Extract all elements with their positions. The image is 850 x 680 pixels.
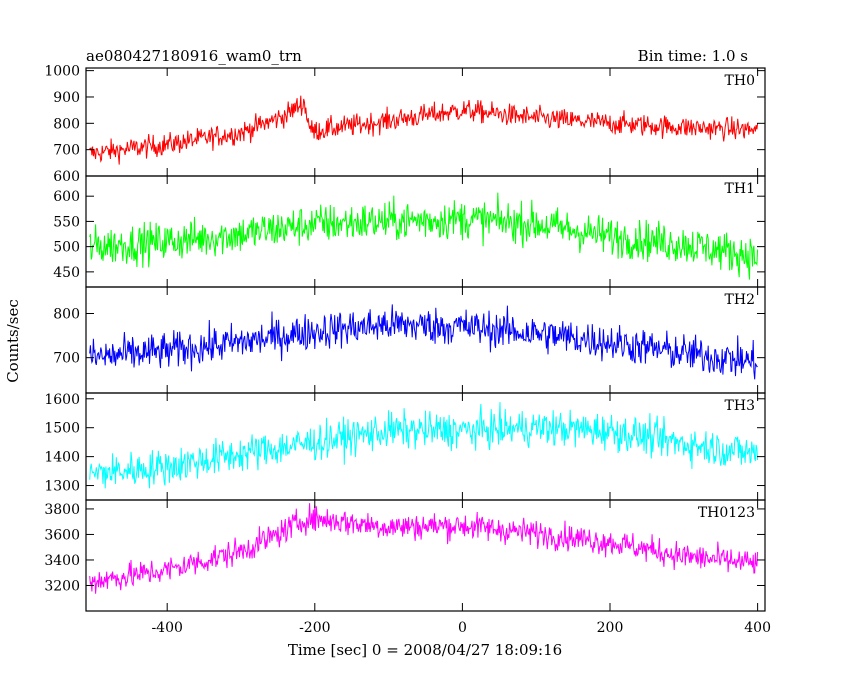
x-tick-label: 0 xyxy=(458,620,467,636)
y-tick-label: 700 xyxy=(53,351,80,367)
y-tick-label: 3200 xyxy=(44,578,80,594)
x-tick-label: 200 xyxy=(597,620,624,636)
y-tick-label: 800 xyxy=(53,116,80,132)
y-tick-label: 600 xyxy=(53,169,80,185)
x-axis: -400 -200 0 200 400 xyxy=(151,620,771,636)
y-tick-label: 550 xyxy=(53,214,80,230)
panel-frame xyxy=(85,499,766,612)
y-tick-label: 3600 xyxy=(44,527,80,543)
y-tick-label: 600 xyxy=(53,189,80,205)
chart-title: ae080427180916_wam0_trn xyxy=(86,47,302,65)
panel-label-th2: TH2 xyxy=(725,292,755,308)
y-tick-label: 500 xyxy=(53,240,80,256)
panel-label-th0: TH0 xyxy=(725,73,755,89)
y-tick-label: 1000 xyxy=(44,64,80,80)
x-axis-label: Time [sec] 0 = 2008/04/27 18:09:16 xyxy=(288,641,562,659)
x-tick-label: 400 xyxy=(744,620,771,636)
y-tick-label: 1400 xyxy=(44,450,80,466)
y-tick-label: 700 xyxy=(53,143,80,159)
series-th3 xyxy=(89,402,759,489)
x-tick-label: -200 xyxy=(299,620,330,636)
panels: 600 700 800 900 1000 TH0 450 500 550 600 TH1 700 800… xyxy=(44,64,766,612)
series-th0123 xyxy=(89,503,759,594)
y-axis-label: Counts/sec xyxy=(4,299,22,383)
panel-th2: 700 800 TH2 xyxy=(53,286,766,394)
y-tick-label: 3400 xyxy=(44,553,80,569)
y-tick-label: 800 xyxy=(53,307,80,323)
y-tick-label: 1600 xyxy=(44,392,80,408)
panel-frame xyxy=(85,286,766,394)
panel-th1: 450 500 550 600 TH1 xyxy=(53,175,766,288)
y-tick-label: 3800 xyxy=(44,502,80,518)
y-tick-label: 1300 xyxy=(44,479,80,495)
y-tick-label: 450 xyxy=(53,265,80,281)
y-tick-label: 900 xyxy=(53,90,80,106)
panel-frame xyxy=(85,67,766,177)
panel-label-th3: TH3 xyxy=(725,398,755,414)
panel-label-th1: TH1 xyxy=(725,181,755,197)
panel-th0123: 3200 3400 3600 3800 TH0123 xyxy=(44,499,766,612)
panel-th3: 1300 1400 1500 1600 TH3 xyxy=(44,392,766,501)
series-th1 xyxy=(89,192,759,280)
bin-time-label: Bin time: 1.0 s xyxy=(638,47,748,65)
panel-th0: 600 700 800 900 1000 TH0 xyxy=(44,64,766,185)
panel-label-th0123: TH0123 xyxy=(698,505,755,521)
y-tick-label: 1500 xyxy=(44,421,80,437)
series-th0 xyxy=(89,95,759,165)
series-th2 xyxy=(89,304,758,380)
x-tick-label: -400 xyxy=(151,620,182,636)
